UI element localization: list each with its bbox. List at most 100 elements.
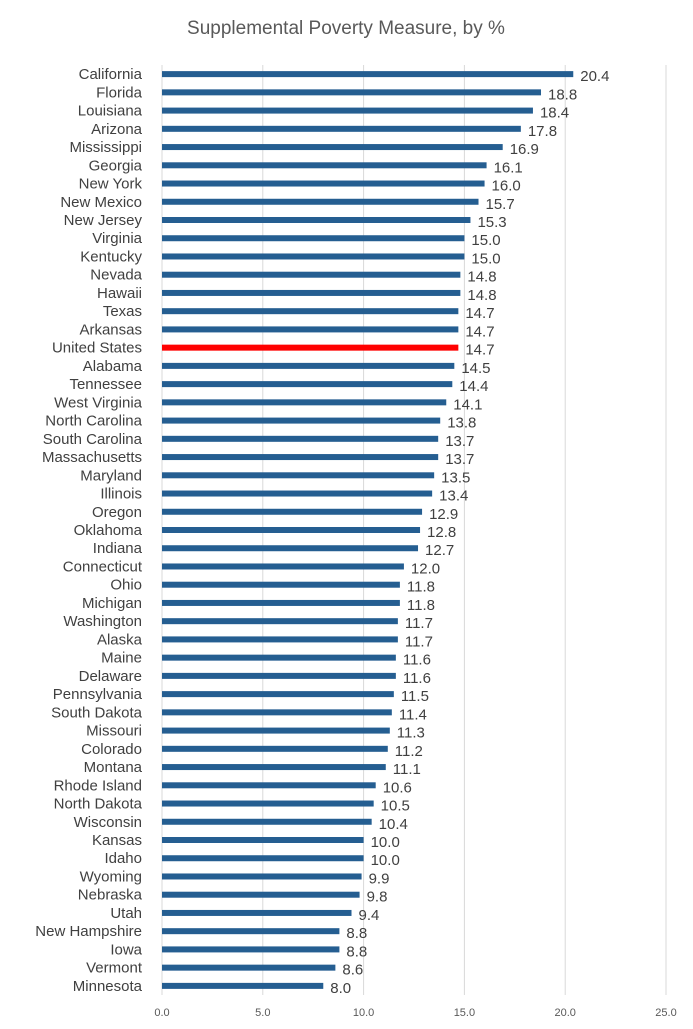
bar-iowa (162, 946, 340, 953)
category-label: Ohio (110, 577, 142, 594)
value-label: 13.8 (447, 415, 476, 432)
bar-south-carolina (162, 435, 439, 442)
value-label: 10.6 (383, 779, 412, 796)
bar-colorado (162, 745, 388, 752)
x-tick-label: 15.0 (454, 1007, 475, 1019)
category-label: Mississippi (69, 139, 142, 156)
category-label: Wyoming (80, 868, 142, 885)
bar-arizona (162, 125, 521, 132)
category-label: Arkansas (79, 321, 142, 338)
value-label: 16.9 (510, 141, 539, 158)
value-label: 13.5 (441, 469, 470, 486)
value-label: 14.4 (459, 378, 488, 395)
bar-arkansas (162, 326, 459, 333)
bar-nebraska (162, 891, 360, 898)
category-label: Idaho (104, 850, 142, 867)
bar-pennsylvania (162, 691, 394, 698)
bar-hawaii (162, 289, 461, 296)
bar-utah (162, 909, 352, 916)
category-label: Nebraska (78, 887, 143, 904)
bar-connecticut (162, 563, 404, 570)
value-label: 12.8 (427, 524, 456, 541)
value-label: 10.5 (381, 798, 410, 815)
category-label: Wisconsin (74, 814, 142, 831)
bar-north-dakota (162, 800, 374, 807)
bar-illinois (162, 490, 433, 497)
value-label: 14.5 (461, 360, 490, 377)
category-label: Kansas (92, 832, 142, 849)
bar-oklahoma (162, 527, 421, 533)
value-label: 16.1 (494, 159, 523, 176)
value-label: 15.0 (471, 232, 500, 249)
category-label: Alabama (83, 358, 143, 375)
value-label: 13.4 (439, 488, 468, 505)
value-label: 11.4 (399, 706, 427, 723)
bar-south-dakota (162, 709, 392, 716)
category-label: Nevada (90, 267, 142, 284)
bars (162, 71, 574, 989)
bar-oregon (162, 508, 423, 515)
value-label: 15.0 (471, 250, 500, 267)
bar-vermont (162, 964, 336, 971)
value-label: 20.4 (580, 68, 609, 85)
category-label: Oregon (92, 504, 142, 521)
value-label: 11.2 (395, 743, 423, 760)
bar-idaho (162, 855, 364, 862)
category-label: Delaware (79, 668, 142, 685)
value-label: 8.0 (330, 980, 351, 997)
bar-new-hampshire (162, 928, 340, 935)
bar-texas (162, 308, 459, 315)
value-label: 11.7 (405, 633, 433, 650)
value-label: 9.4 (359, 907, 380, 924)
x-tick-label: 10.0 (353, 1007, 374, 1019)
value-label: 14.7 (465, 323, 494, 340)
bar-nevada (162, 271, 461, 278)
category-label: Texas (103, 303, 142, 320)
bar-north-carolina (162, 417, 441, 424)
category-label: South Dakota (51, 704, 143, 721)
bar-louisiana (162, 107, 533, 114)
value-label: 11.5 (401, 688, 429, 705)
category-label: New Jersey (64, 212, 143, 229)
value-label: 18.4 (540, 105, 569, 122)
bar-rhode-island (162, 782, 376, 789)
value-label: 11.6 (403, 670, 431, 687)
category-label: Utah (110, 905, 142, 922)
category-label: Rhode Island (54, 777, 142, 794)
value-label: 14.7 (465, 342, 494, 359)
category-label: North Carolina (45, 413, 142, 430)
bar-montana (162, 764, 386, 771)
value-label: 10.4 (379, 816, 408, 833)
category-label: Minnesota (73, 978, 143, 995)
category-label: Tennessee (69, 376, 142, 393)
value-label: 12.7 (425, 542, 454, 559)
value-label: 12.9 (429, 506, 458, 523)
category-label: Kentucky (80, 248, 142, 265)
category-label: Maryland (80, 467, 142, 484)
category-label: Virginia (92, 230, 142, 247)
bar-missouri (162, 727, 390, 734)
bar-minnesota (162, 982, 324, 989)
bar-wisconsin (162, 818, 372, 825)
bar-alaska (162, 636, 398, 643)
value-label: 11.8 (407, 579, 435, 596)
value-label: 14.8 (467, 269, 496, 286)
bar-mississippi (162, 144, 503, 151)
value-label: 12.0 (411, 560, 440, 577)
category-label: Oklahoma (74, 522, 143, 539)
value-label: 11.6 (403, 652, 431, 669)
category-label: Arizona (91, 121, 143, 138)
category-label: Louisiana (78, 103, 143, 120)
category-label: Missouri (86, 723, 142, 740)
category-label: California (79, 66, 143, 83)
category-label: Washington (63, 613, 142, 630)
category-label: Montana (84, 759, 143, 776)
value-label: 14.1 (453, 396, 482, 413)
category-label: New York (79, 176, 143, 193)
x-tick-label: 20.0 (554, 1007, 575, 1019)
bar-west-virginia (162, 399, 447, 406)
bar-maine (162, 654, 396, 661)
value-label: 10.0 (371, 852, 400, 869)
